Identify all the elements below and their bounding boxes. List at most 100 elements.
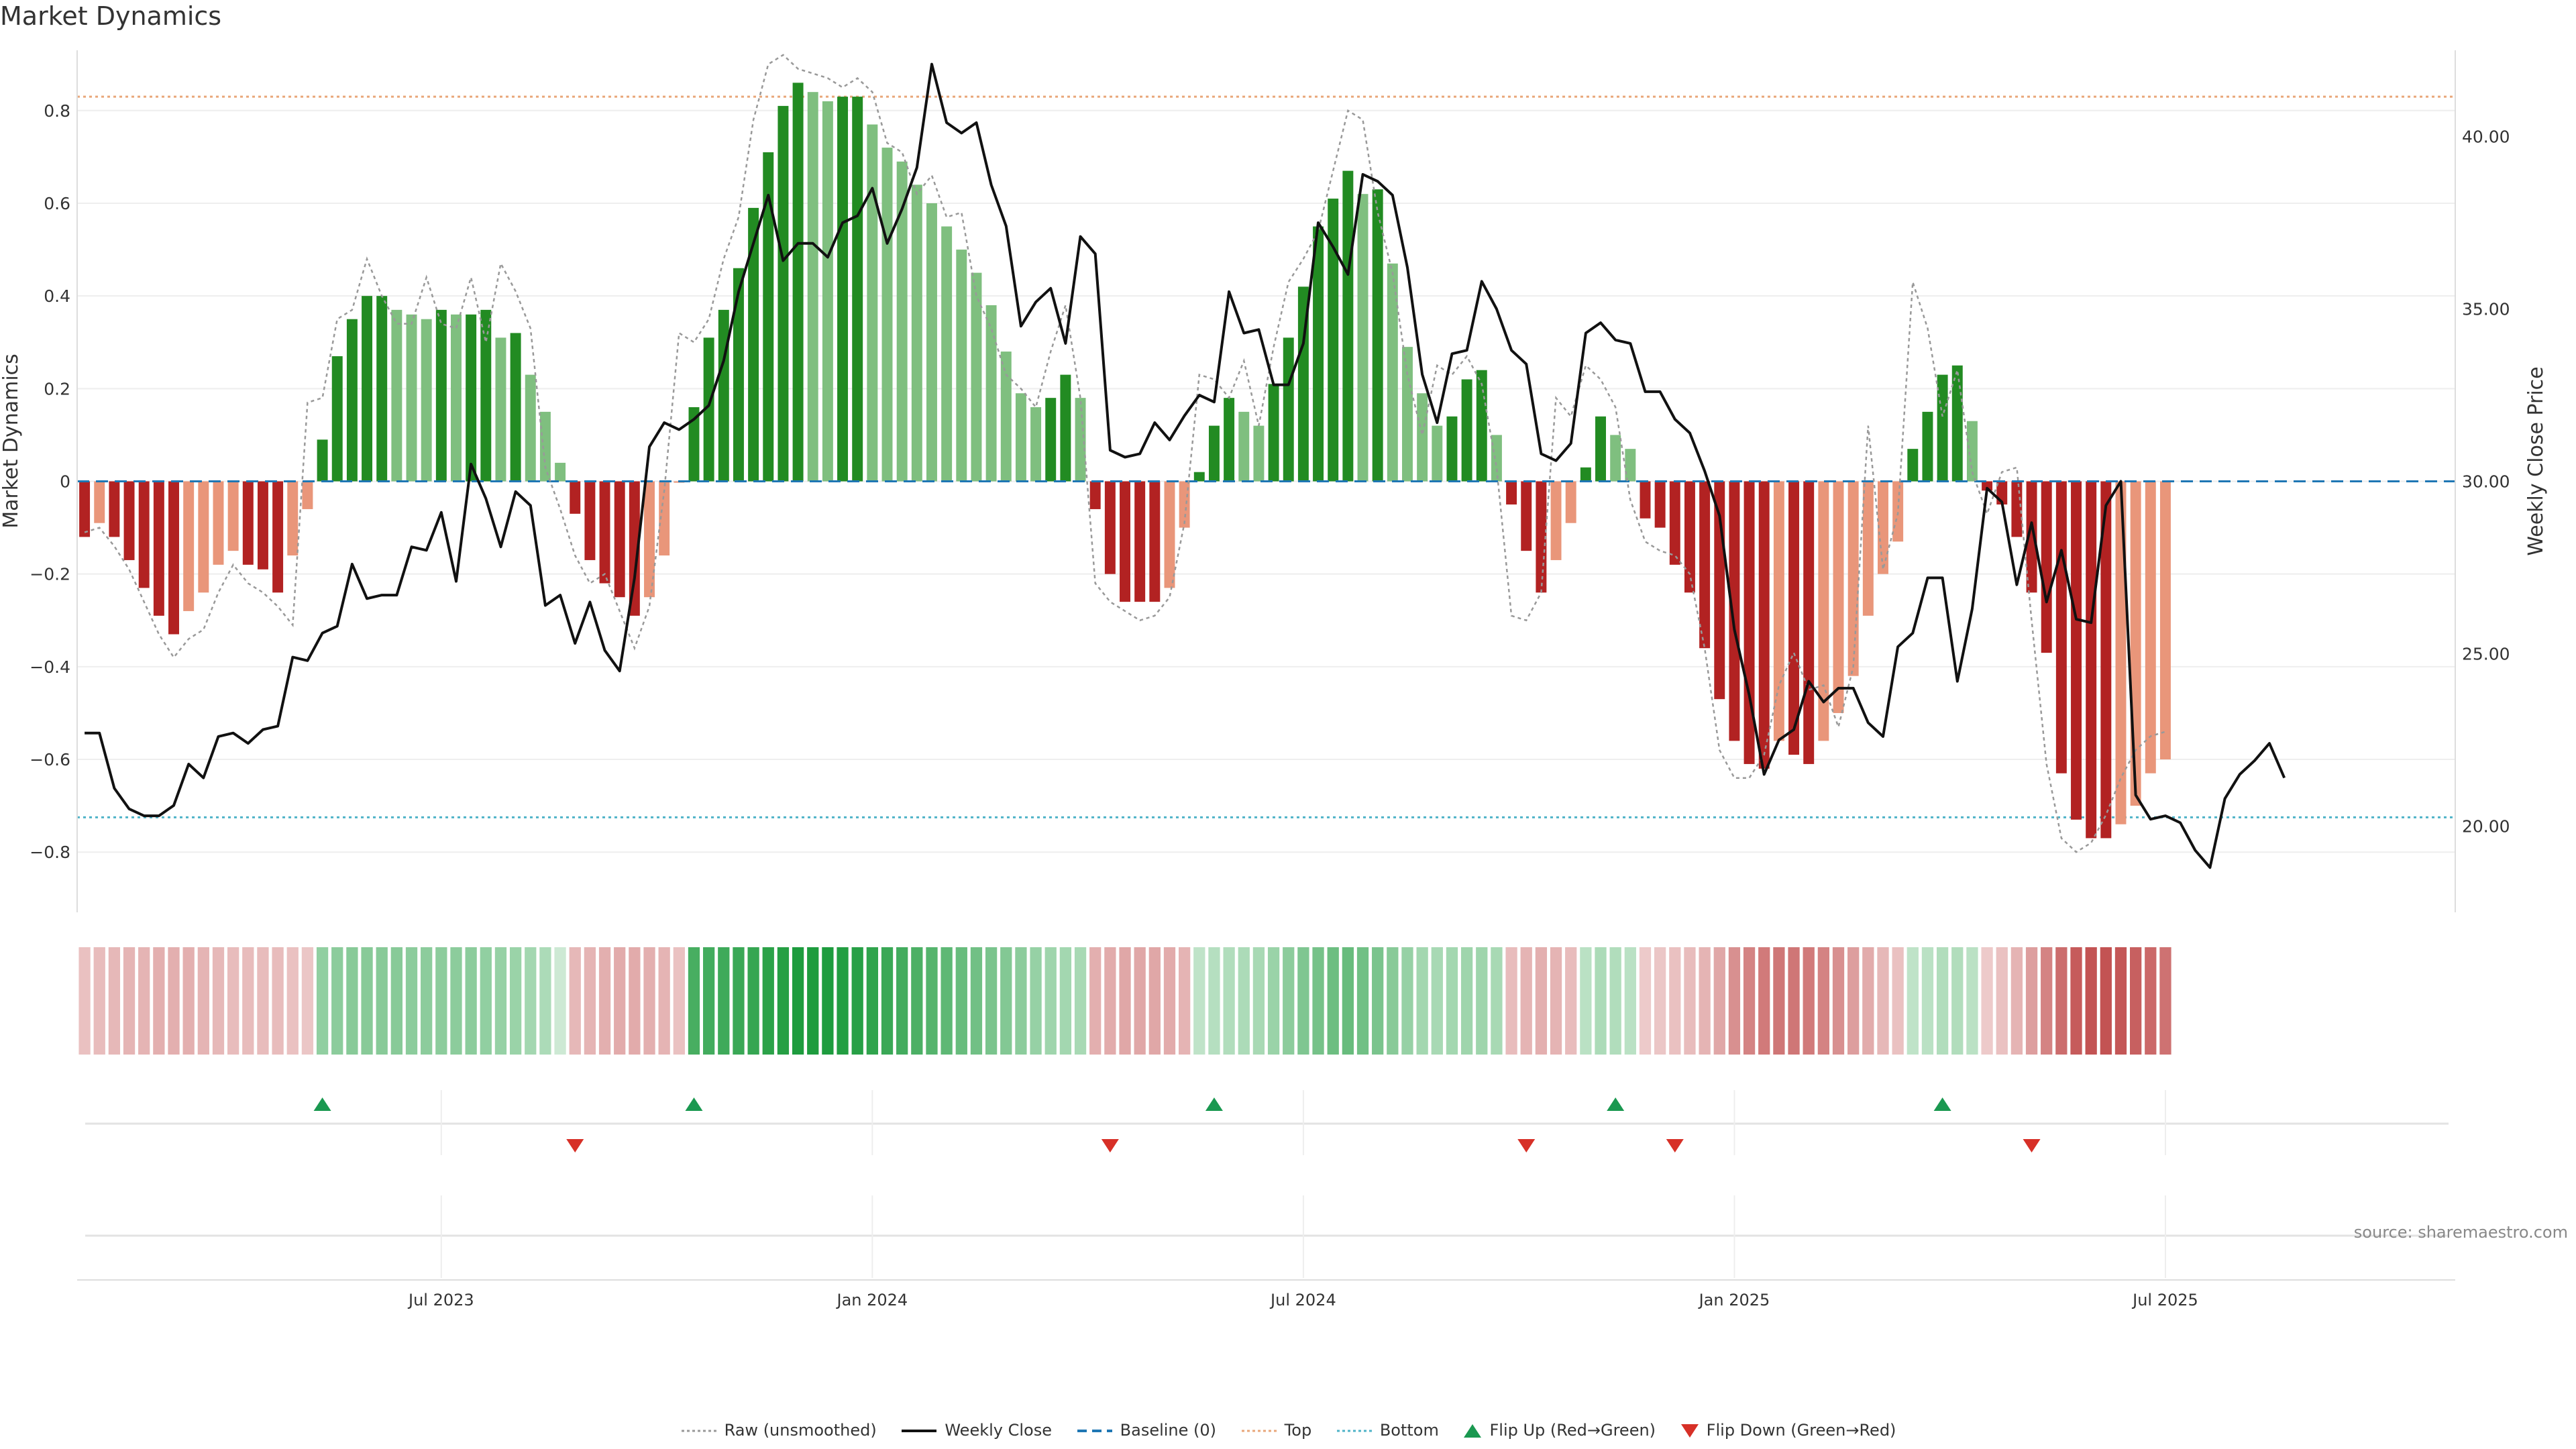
momentum-bar bbox=[1833, 481, 1844, 713]
strip-cell bbox=[1342, 947, 1354, 1055]
strip-cell bbox=[435, 947, 447, 1055]
strip-cell bbox=[2025, 947, 2038, 1055]
strip-cell bbox=[614, 947, 626, 1055]
momentum-bar bbox=[703, 337, 714, 482]
momentum-bar bbox=[1640, 481, 1651, 519]
legend-label: Weekly Close bbox=[945, 1421, 1052, 1440]
momentum-bar bbox=[123, 481, 135, 560]
momentum-bar bbox=[1654, 481, 1666, 528]
flip-down-marker bbox=[2023, 1139, 2041, 1152]
momentum-bar bbox=[272, 481, 284, 593]
strip-cell bbox=[2055, 947, 2068, 1055]
momentum-bar bbox=[1847, 481, 1859, 676]
flip-down-marker bbox=[1666, 1139, 1684, 1152]
momentum-bar bbox=[1297, 286, 1309, 482]
momentum-bar bbox=[1937, 374, 1948, 482]
strip-cell bbox=[316, 947, 329, 1055]
strip-cell bbox=[361, 947, 373, 1055]
momentum-bar bbox=[1951, 365, 1963, 482]
strip-cell bbox=[108, 947, 121, 1055]
momentum-bar bbox=[2055, 481, 2067, 773]
y-tick-label-left: 0.8 bbox=[44, 101, 70, 121]
momentum-bar bbox=[1402, 347, 1413, 482]
strip-cell bbox=[331, 947, 343, 1055]
momentum-bar bbox=[1149, 481, 1161, 602]
y-tick-label-left: 0 bbox=[60, 472, 70, 492]
legend-label: Bottom bbox=[1379, 1421, 1439, 1440]
momentum-bar bbox=[1521, 481, 1532, 551]
triangle-down-icon bbox=[1680, 1424, 1699, 1438]
x-axis: Jul 2023 Jan 2024 Jul 2024 Jan 2025 Jul 2025 bbox=[407, 1291, 2198, 1309]
momentum-bar bbox=[1580, 467, 1591, 482]
strip-cell bbox=[1580, 947, 1592, 1055]
legend-label: Top bbox=[1284, 1421, 1312, 1440]
strip-cell bbox=[1015, 947, 1027, 1055]
strip-cell bbox=[1312, 947, 1324, 1055]
momentum-bar bbox=[1030, 407, 1042, 482]
strip-cell bbox=[970, 947, 983, 1055]
strip-cell bbox=[1446, 947, 1458, 1055]
momentum-bar bbox=[1446, 416, 1458, 482]
momentum-bar bbox=[1015, 393, 1026, 482]
strip-cell bbox=[450, 947, 462, 1055]
momentum-bar bbox=[1625, 449, 1636, 482]
strip-cell bbox=[1416, 947, 1428, 1055]
momentum-bar bbox=[1357, 194, 1368, 482]
momentum-bar bbox=[1684, 481, 1695, 593]
flip-down-marker bbox=[1517, 1139, 1536, 1152]
momentum-bar bbox=[1208, 425, 1220, 482]
x-tick-label: Jan 2025 bbox=[1698, 1291, 1770, 1309]
strip-cell bbox=[1044, 947, 1057, 1055]
momentum-bar bbox=[644, 481, 655, 598]
strip-cell bbox=[1520, 947, 1532, 1055]
strip-cell bbox=[421, 947, 433, 1055]
x-tick-label: Jul 2025 bbox=[2131, 1291, 2198, 1309]
momentum-bar bbox=[539, 411, 551, 482]
strip-cell bbox=[777, 947, 790, 1055]
strip-cell bbox=[1639, 947, 1652, 1055]
strip-cell bbox=[822, 947, 834, 1055]
momentum-bar bbox=[1045, 398, 1057, 482]
strip-cell bbox=[1981, 947, 1993, 1055]
strip-cell bbox=[1505, 947, 1517, 1055]
strip-cell bbox=[2010, 947, 2023, 1055]
momentum-bar bbox=[2100, 481, 2112, 839]
strip-cell bbox=[1728, 947, 1741, 1055]
strip-cell bbox=[465, 947, 477, 1055]
momentum-bar bbox=[183, 481, 195, 611]
strip-cell bbox=[78, 947, 91, 1055]
momentum-bar bbox=[302, 481, 313, 509]
strip-cell bbox=[286, 947, 299, 1055]
reference-lines bbox=[77, 95, 2455, 818]
momentum-bar bbox=[1060, 374, 1071, 482]
momentum-bar bbox=[1982, 481, 1993, 491]
strip-cell bbox=[1595, 947, 1607, 1055]
momentum-bar bbox=[1922, 411, 1933, 482]
momentum-bar bbox=[688, 407, 700, 482]
strip-cell bbox=[1476, 947, 1488, 1055]
momentum-bar bbox=[2086, 481, 2097, 839]
momentum-bar bbox=[346, 319, 358, 482]
momentum-bar bbox=[1313, 226, 1324, 482]
momentum-bar bbox=[109, 481, 120, 537]
strip-cell bbox=[1163, 947, 1176, 1055]
momentum-bar bbox=[1432, 425, 1443, 482]
momentum-bar bbox=[1491, 435, 1502, 482]
y-tick-label-right: 40.00 bbox=[2462, 127, 2510, 147]
momentum-bar bbox=[956, 250, 967, 482]
legend: Raw (unsmoothed) Weekly Close Baseline (… bbox=[0, 1420, 2576, 1440]
strip-cell bbox=[584, 947, 596, 1055]
momentum-bar bbox=[555, 462, 566, 482]
legend-item-weekly-close: Weekly Close bbox=[900, 1421, 1052, 1440]
momentum-bar bbox=[1417, 393, 1428, 482]
momentum-bar bbox=[213, 481, 224, 565]
legend-label: Baseline (0) bbox=[1120, 1421, 1217, 1440]
strip-cell bbox=[733, 947, 745, 1055]
strip-cell bbox=[1030, 947, 1042, 1055]
strip-cell bbox=[1713, 947, 1725, 1055]
momentum-bar bbox=[1253, 425, 1265, 482]
y-tick-label-left: 0.2 bbox=[44, 379, 70, 398]
momentum-bar bbox=[317, 439, 328, 482]
strip-cell bbox=[494, 947, 507, 1055]
strip-cell bbox=[1387, 947, 1399, 1055]
